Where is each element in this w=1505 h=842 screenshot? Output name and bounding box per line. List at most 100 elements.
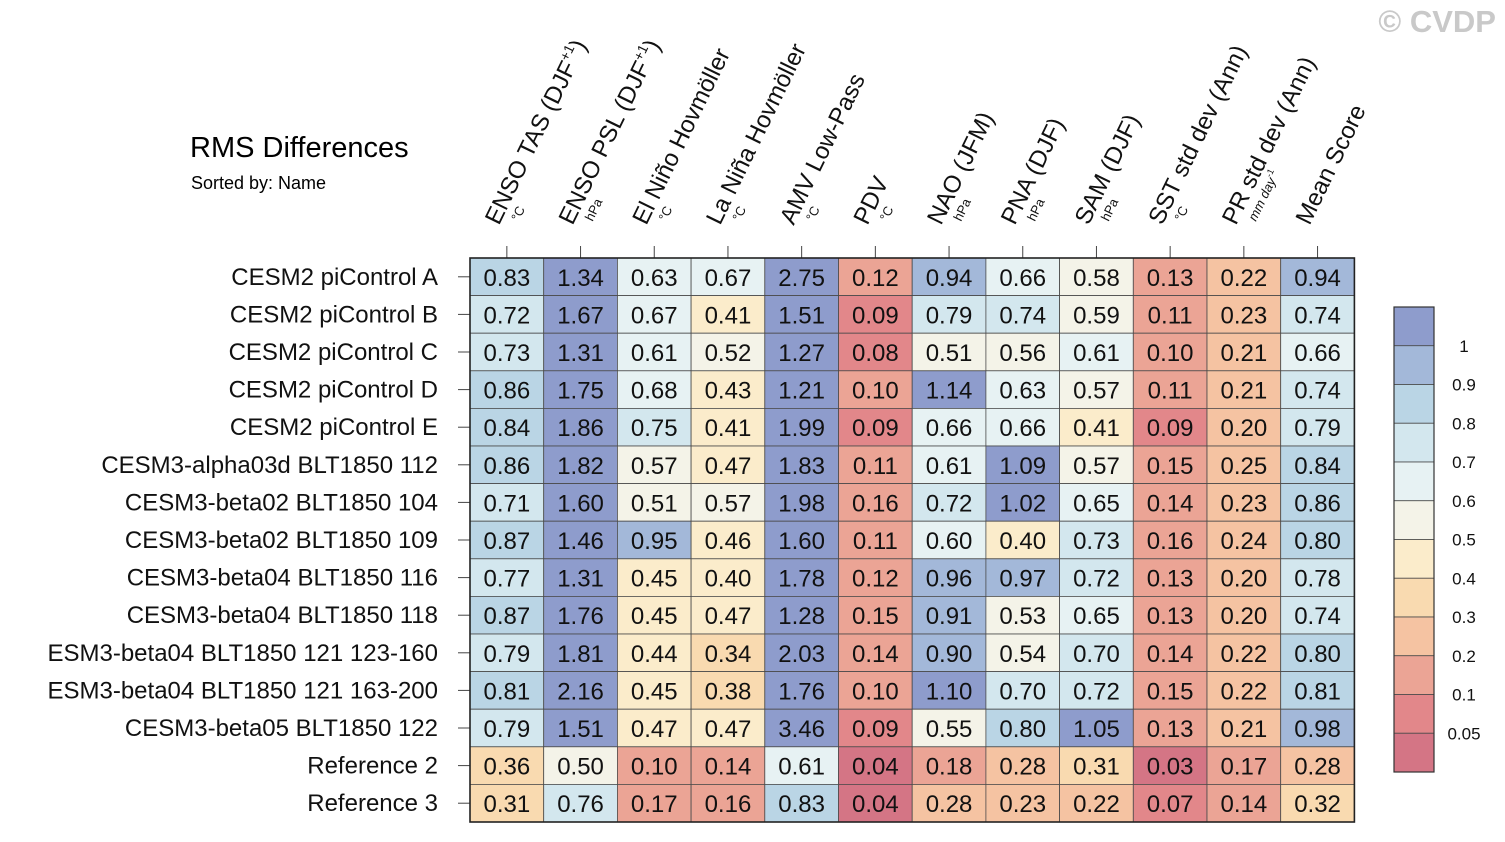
heatmap-cell: [764, 671, 839, 710]
heatmap-cell: [1059, 520, 1134, 560]
cell-value: 0.80: [1294, 641, 1341, 668]
colorbar-label: 0.9: [1452, 376, 1476, 395]
heatmap-cell: [543, 596, 618, 635]
cell-value: 0.11: [853, 528, 898, 555]
heatmap-cell: [911, 784, 987, 823]
cell-value: 0.80: [1294, 528, 1341, 555]
row-label: CESM3-beta04 BLT1850 118: [127, 602, 438, 629]
cell-value: 0.66: [999, 415, 1046, 442]
cell-value: 0.74: [1294, 603, 1341, 630]
cell-value: 0.59: [1073, 302, 1120, 329]
cell-value: 1.76: [557, 603, 604, 630]
cell-value: 0.47: [705, 716, 752, 743]
cell-value: 0.16: [705, 791, 752, 818]
chart-title: RMS Differences: [190, 132, 409, 164]
cell-value: 0.46: [705, 528, 752, 555]
cell-value: 1.98: [778, 490, 825, 517]
cell-value: 0.10: [852, 678, 899, 705]
cell-value: 0.52: [705, 340, 752, 367]
cell-value: 0.47: [631, 716, 678, 743]
heatmap-cell: [617, 445, 692, 484]
colorbar-segment: [1393, 694, 1435, 734]
cell-value: 0.13: [1147, 603, 1194, 630]
heatmap-cell: [469, 332, 545, 372]
cell-value: 0.67: [705, 265, 752, 292]
cell-value: 0.15: [1147, 453, 1194, 480]
column-label-text: Mean Score: [1291, 100, 1372, 228]
cell-value: 0.22: [1220, 641, 1267, 668]
heatmap-cell: [911, 295, 987, 334]
row-label: ESM3-beta04 BLT1850 121 163-200: [47, 677, 438, 704]
colorbar-label: 0.3: [1452, 608, 1476, 627]
heatmap-cell: [985, 483, 1061, 522]
heatmap-cell: [1206, 558, 1282, 597]
cell-value: 0.61: [1073, 340, 1120, 367]
colorbar-label: 0.2: [1452, 647, 1476, 666]
cell-value: 0.41: [705, 415, 752, 442]
heatmap-cell: [985, 257, 1061, 296]
cell-value: 0.22: [1073, 791, 1120, 818]
cell-value: 0.72: [483, 302, 530, 329]
cell-value: 1.10: [926, 678, 973, 705]
cell-value: 0.53: [999, 603, 1046, 630]
heatmap-cell: [1206, 671, 1282, 710]
cell-value: 0.11: [853, 453, 898, 480]
cell-value: 2.75: [778, 265, 825, 292]
colorbar-segment: [1393, 732, 1435, 773]
cell-value: 0.15: [1147, 678, 1194, 705]
heatmap-cell: [543, 445, 618, 484]
row-label: Reference 2: [307, 753, 438, 780]
cell-value: 0.23: [1220, 490, 1267, 517]
heatmap-cell: [764, 370, 839, 409]
heatmap-cell: [1132, 332, 1208, 372]
cell-value: 0.09: [852, 415, 899, 442]
cell-value: 1.28: [778, 603, 825, 630]
heatmap-cell: [838, 332, 913, 372]
heatmap-cell: [1059, 671, 1134, 710]
cell-value: 0.60: [926, 528, 973, 555]
colorbar-label: 0.8: [1452, 414, 1476, 433]
heatmap-cell: [1280, 671, 1355, 710]
cell-value: 0.10: [631, 754, 678, 781]
heatmap-cell: [1132, 671, 1208, 710]
heatmap-cell: [1059, 708, 1134, 748]
column-unit-text: °C: [803, 204, 823, 224]
row-label: CESM2 piControl A: [231, 264, 438, 291]
cell-value: 0.66: [999, 265, 1046, 292]
heatmap-cell: [911, 445, 987, 484]
cell-value: 0.31: [1073, 754, 1120, 781]
heatmap-cell: [838, 407, 913, 447]
cell-value: 1.99: [778, 415, 825, 442]
column-ticks: [506, 246, 1319, 258]
cell-value: 0.51: [631, 490, 678, 517]
heatmap-cell: [690, 596, 766, 635]
cell-value: 0.79: [483, 716, 530, 743]
heatmap-cell: [838, 596, 913, 635]
heatmap-cell: [1059, 784, 1134, 823]
cell-value: 0.67: [631, 302, 678, 329]
cell-value: 0.83: [483, 265, 530, 292]
column-unit-text: °C: [508, 204, 528, 224]
heatmap-cell: [543, 671, 618, 710]
heatmap-cell: [1059, 407, 1134, 447]
heatmap-cell: [1206, 633, 1282, 672]
colorbar: 1 0.9 0.8 0.7 0.6 0.5 0.4 0.3 0.2 0.1 0.05: [1393, 306, 1481, 773]
column-header: SAM (DJF)hPa: [1070, 110, 1146, 228]
cell-value: 1.76: [778, 678, 825, 705]
column-label-sup: +1: [556, 42, 577, 64]
cell-value: 0.21: [1220, 340, 1267, 367]
heatmap-cell: [838, 746, 913, 785]
heatmap-cell: [985, 295, 1061, 334]
cell-value: 0.41: [1073, 415, 1120, 442]
cell-value: 0.13: [1147, 265, 1194, 292]
heatmap-cell: [617, 671, 692, 710]
cell-value: 1.14: [926, 378, 973, 405]
heatmap-cell: [764, 445, 839, 484]
cell-value: 2.16: [557, 678, 604, 705]
cell-value: 0.21: [1220, 378, 1267, 405]
cell-value: 0.61: [778, 754, 825, 781]
colorbar-label: 0.5: [1452, 531, 1476, 550]
cell-value: 0.10: [1147, 340, 1194, 367]
row-label: CESM3-beta05 BLT1850 122: [125, 715, 438, 742]
cell-value: 1.09: [999, 453, 1046, 480]
